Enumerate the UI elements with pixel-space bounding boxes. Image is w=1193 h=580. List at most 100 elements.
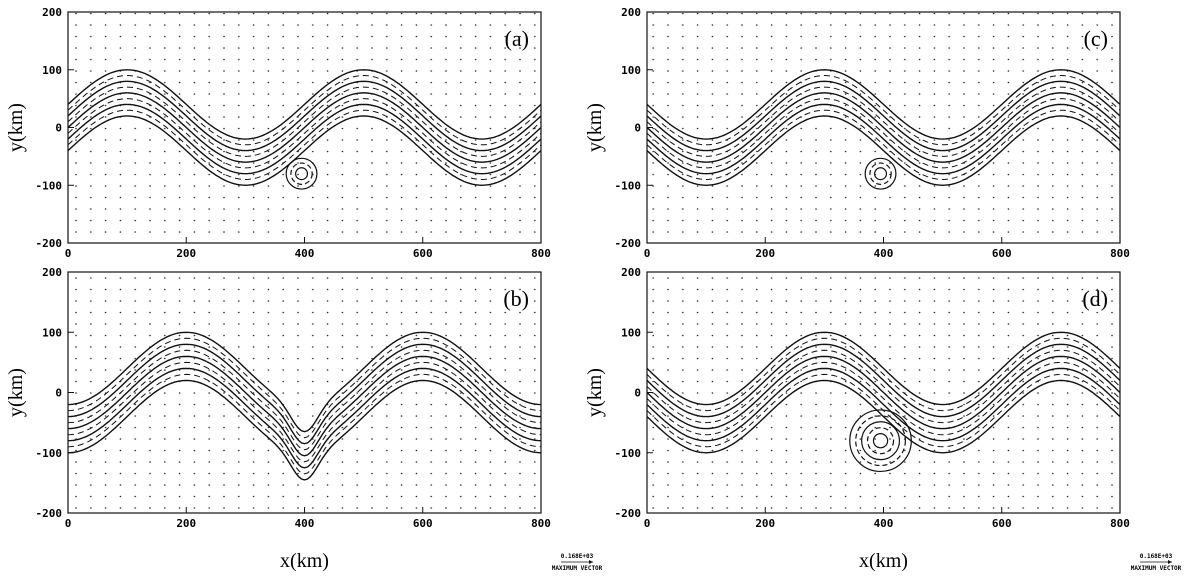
contour-line: [68, 86, 541, 157]
x-axis-label: x(km): [859, 550, 908, 572]
contour-line: [647, 349, 1120, 424]
contour-line: [647, 361, 1120, 436]
contour-line: [647, 103, 1120, 175]
x-tick-label: 600: [992, 517, 1012, 530]
x-tick-label: 0: [644, 517, 651, 530]
contour-line: [68, 373, 541, 475]
y-tick-label: 100: [621, 64, 641, 77]
x-tick-label: 800: [1110, 247, 1130, 260]
x-axis-label: x(km): [280, 550, 329, 572]
x-tick-label: 600: [413, 247, 433, 260]
vortex-contour: [866, 427, 895, 455]
contour-line: [647, 367, 1120, 442]
contour-line: [647, 74, 1120, 146]
x-tick-label: 200: [176, 517, 196, 530]
y-tick-label: 0: [634, 387, 641, 400]
contour-line: [647, 69, 1120, 140]
y-tick-label: 100: [42, 326, 62, 339]
vector-arrowhead: [1168, 560, 1172, 564]
x-tick-label: 400: [874, 517, 894, 530]
contour-line: [68, 103, 541, 175]
contour-line: [68, 361, 541, 463]
contour-line: [68, 355, 541, 457]
y-tick-label: -200: [36, 237, 63, 250]
x-tick-label: 400: [295, 247, 315, 260]
x-tick-label: 800: [1110, 517, 1130, 530]
x-tick-label: 600: [413, 517, 433, 530]
vortex-contour: [874, 167, 888, 181]
y-tick-label: 100: [42, 64, 62, 77]
y-tick-label: 0: [55, 122, 62, 135]
vortex-contour: [869, 162, 892, 185]
contour-line: [68, 80, 541, 152]
contour-line: [68, 379, 541, 481]
y-tick-label: -100: [36, 447, 63, 460]
contour-line: [647, 355, 1120, 430]
contour-line: [647, 80, 1120, 152]
contour-line: [647, 98, 1120, 169]
contour-line: [68, 343, 541, 445]
y-tick-label: -100: [615, 447, 642, 460]
vortex-contour: [864, 157, 897, 190]
x-tick-label: 0: [65, 517, 72, 530]
vortex-contour: [285, 157, 318, 190]
y-tick-label: -200: [615, 237, 642, 250]
plot-area: [68, 12, 541, 243]
panel-label: (a): [505, 26, 529, 51]
contour-line: [647, 92, 1120, 163]
y-axis-label: y(km): [584, 368, 606, 417]
contour-line: [647, 343, 1120, 418]
y-tick-label: -100: [615, 179, 642, 192]
vortex-contour: [861, 421, 901, 461]
vortex-contour: [290, 162, 313, 185]
y-tick-label: 200: [42, 266, 62, 279]
contour-line: [68, 92, 541, 163]
contour-line: [68, 115, 541, 187]
contour-line: [647, 379, 1120, 454]
vortex-contour: [295, 167, 309, 181]
contour-line: [647, 337, 1120, 412]
contour-line: [68, 367, 541, 469]
x-tick-label: 400: [874, 247, 894, 260]
contour-line: [68, 109, 541, 181]
x-tick-label: 400: [295, 517, 315, 530]
contour-line: [68, 98, 541, 169]
y-tick-label: 200: [42, 6, 62, 19]
y-tick-label: 200: [621, 6, 641, 19]
plot-area: [68, 272, 541, 513]
y-axis-label: y(km): [5, 368, 27, 417]
contour-line: [68, 337, 541, 439]
vector-caption: MAXIMUM VECTOR: [1131, 565, 1182, 572]
x-tick-label: 800: [531, 517, 551, 530]
contour-line: [647, 331, 1120, 406]
x-tick-label: 200: [176, 247, 196, 260]
panel-label: (d): [1082, 286, 1108, 311]
vortex-contour: [849, 409, 912, 473]
y-tick-label: -200: [36, 507, 63, 520]
contour-line: [68, 69, 541, 140]
x-tick-label: 0: [65, 247, 72, 260]
y-axis-label: y(km): [584, 103, 606, 152]
y-tick-label: 0: [55, 387, 62, 400]
x-tick-label: 200: [755, 517, 775, 530]
contour-line: [647, 86, 1120, 157]
vortex-contour: [855, 415, 906, 467]
x-tick-label: 800: [531, 247, 551, 260]
y-axis-label: y(km): [5, 103, 27, 152]
x-tick-label: 200: [755, 247, 775, 260]
vortex-contour: [872, 433, 889, 449]
y-tick-label: 0: [634, 122, 641, 135]
contour-line: [68, 74, 541, 146]
vector-arrowhead: [589, 560, 593, 564]
vector-caption: MAXIMUM VECTOR: [552, 565, 603, 572]
contour-line: [68, 331, 541, 433]
contour-line: [647, 115, 1120, 187]
contour-line: [68, 349, 541, 451]
x-tick-label: 600: [992, 247, 1012, 260]
contour-line: [647, 109, 1120, 181]
vector-scale-label: 0.168E+03: [1140, 553, 1173, 560]
plot-area: [647, 272, 1120, 513]
panel-label: (c): [1084, 26, 1108, 51]
y-tick-label: 200: [621, 266, 641, 279]
